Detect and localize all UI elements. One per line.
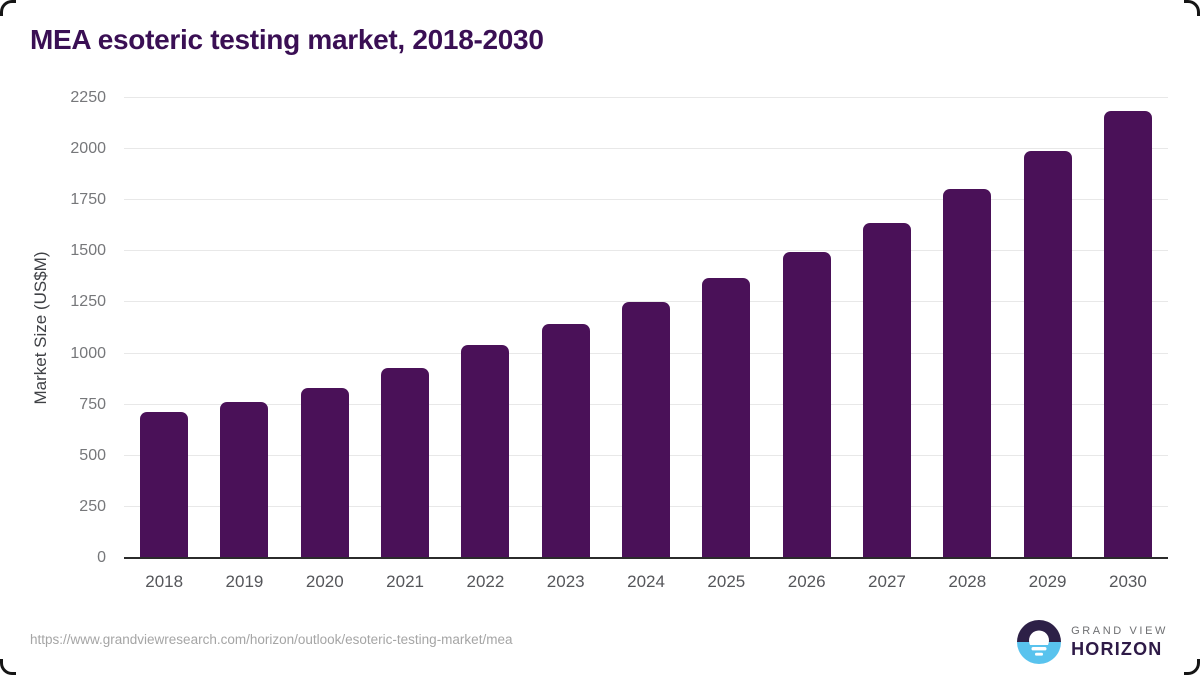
bar-2025[interactable] xyxy=(702,277,751,558)
gridline-1750 xyxy=(124,199,1168,201)
bar-2028[interactable] xyxy=(943,188,992,558)
card-corner-border xyxy=(0,659,16,675)
x-tick-label-2030: 2030 xyxy=(1108,572,1147,591)
bar-slot-2026 xyxy=(767,98,847,558)
bar-2026[interactable] xyxy=(782,252,831,558)
brand-wordmark: GRAND VIEW HORIZON xyxy=(1071,625,1168,660)
brand-name-grand-view: GRAND VIEW xyxy=(1071,624,1168,637)
card-corner-border xyxy=(1184,659,1200,675)
bar-slot-2029 xyxy=(1007,98,1087,558)
x-tick-label-2018: 2018 xyxy=(145,572,184,591)
y-tick-label-1750: 1750 xyxy=(70,191,106,209)
x-tick-label-2028: 2028 xyxy=(948,572,987,591)
bar-2024[interactable] xyxy=(622,302,671,558)
bar-2027[interactable] xyxy=(862,222,911,558)
x-tick-label-2023: 2023 xyxy=(546,572,585,591)
x-axis-line xyxy=(124,557,1168,559)
grand-view-horizon-logo: GRAND VIEW HORIZON xyxy=(1017,620,1168,664)
page-title: MEA esoteric testing market, 2018-2030 xyxy=(30,24,544,55)
bar-2019[interactable] xyxy=(220,401,269,558)
y-tick-label-1250: 1250 xyxy=(70,293,106,311)
y-tick-label-250: 250 xyxy=(79,497,106,515)
bar-2020[interactable] xyxy=(300,388,349,558)
y-tick-label-0: 0 xyxy=(97,549,106,566)
x-tick-label-2022: 2022 xyxy=(466,572,505,591)
y-tick-label-500: 500 xyxy=(79,446,106,464)
x-tick-label-2024: 2024 xyxy=(627,572,665,591)
y-tick-label-750: 750 xyxy=(79,395,106,413)
y-tick-label-1500: 1500 xyxy=(70,242,106,260)
x-tick-label-2025: 2025 xyxy=(707,572,746,591)
bar-2021[interactable] xyxy=(381,367,430,558)
x-tick-label-2021: 2021 xyxy=(386,572,424,591)
source-url-text: https://www.grandviewresearch.com/horizo… xyxy=(30,632,513,647)
x-tick-label-2019: 2019 xyxy=(225,572,264,591)
y-axis-labels: 0 250 500 750 1000 1250 1500 1750 2000 2250 xyxy=(30,89,106,566)
bar-slot-2018 xyxy=(124,98,204,558)
x-tick-label-2020: 2020 xyxy=(305,572,344,591)
bar-slot-2030 xyxy=(1088,98,1168,558)
x-axis-labels: 2018 2019 2020 2021 2022 2023 2024 2025 2026 2027… xyxy=(124,572,1168,592)
bar-slot-2020 xyxy=(285,98,365,558)
bar-slot-2023 xyxy=(526,98,606,558)
y-tick-label-2250: 2250 xyxy=(70,89,106,106)
gridline-1250 xyxy=(124,301,1168,303)
card-corner-border xyxy=(0,0,16,16)
bar-2029[interactable] xyxy=(1023,151,1072,558)
bar-2022[interactable] xyxy=(461,345,510,558)
y-tick-label-1000: 1000 xyxy=(70,344,106,362)
bar-2018[interactable] xyxy=(140,411,189,558)
gridline-1500 xyxy=(124,250,1168,252)
bar-slot-2024 xyxy=(606,98,686,558)
bar-slot-2021 xyxy=(365,98,445,558)
bar-slot-2019 xyxy=(204,98,284,558)
bar-slot-2022 xyxy=(445,98,525,558)
bar-2023[interactable] xyxy=(541,323,590,558)
card-corner-border xyxy=(1184,0,1200,16)
plot-area xyxy=(124,97,1168,559)
bar-slot-2028 xyxy=(927,98,1007,558)
horizon-sun-logo-icon xyxy=(1017,620,1062,664)
bar-slot-2027 xyxy=(847,98,927,558)
x-tick-label-2026: 2026 xyxy=(787,572,826,591)
bars-row xyxy=(124,98,1168,558)
x-tick-label-2027: 2027 xyxy=(868,572,906,591)
bar-2030[interactable] xyxy=(1103,111,1152,558)
gridline-2000 xyxy=(124,148,1168,150)
bar-slot-2025 xyxy=(686,98,766,558)
gridline-2250 xyxy=(124,97,1168,98)
brand-name-horizon: HORIZON xyxy=(1071,638,1163,659)
y-tick-label-2000: 2000 xyxy=(70,140,106,158)
x-tick-label-2029: 2029 xyxy=(1028,572,1067,591)
